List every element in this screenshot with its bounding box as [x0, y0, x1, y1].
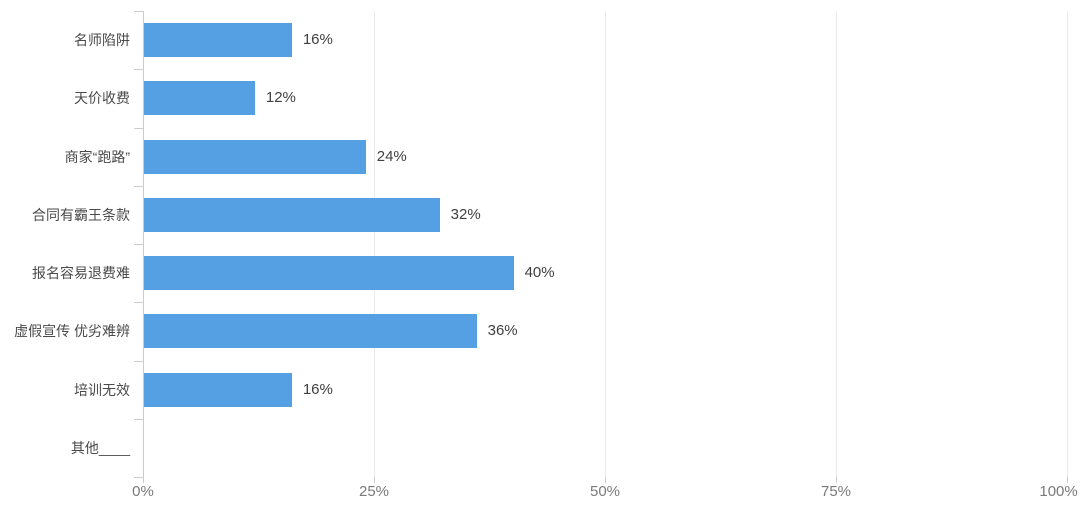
x-axis-tick-label: 50%	[589, 483, 621, 500]
gridline	[836, 11, 837, 477]
category-label: 其他____	[70, 439, 130, 456]
bar	[144, 81, 255, 116]
x-axis-tick	[1067, 477, 1068, 483]
bar	[144, 197, 440, 232]
bar	[144, 139, 366, 174]
bar	[144, 23, 292, 58]
y-axis-tick	[134, 477, 143, 478]
bar	[144, 314, 477, 349]
category-label: 合同有霸王条款	[32, 206, 130, 223]
value-label: 16%	[302, 380, 333, 398]
value-label: 40%	[524, 264, 555, 282]
x-axis-tick-label: 75%	[820, 483, 852, 500]
y-axis-tick	[134, 419, 143, 420]
category-label: 报名容易退费难	[32, 265, 130, 282]
value-label: 24%	[376, 147, 407, 165]
y-axis-tick	[134, 244, 143, 245]
x-axis-tick	[836, 477, 837, 483]
x-axis-tick-label: 0%	[132, 483, 154, 500]
value-label: 36%	[487, 322, 518, 340]
y-axis-tick	[134, 302, 143, 303]
y-axis-tick	[134, 11, 143, 12]
gridline	[1067, 11, 1068, 477]
x-axis-tick	[374, 477, 375, 483]
bar	[144, 372, 292, 407]
y-axis-tick	[134, 69, 143, 70]
gridline	[374, 11, 375, 477]
y-axis-line	[143, 11, 144, 477]
x-axis-tick-label: 25%	[358, 483, 390, 500]
y-axis-tick	[134, 186, 143, 187]
category-label: 名师陷阱	[74, 32, 130, 49]
category-label: 天价收费	[74, 90, 130, 107]
category-label: 商家“跑路”	[64, 148, 130, 165]
value-label: 32%	[450, 205, 481, 223]
category-label: 虚假宣传 优劣难辨	[14, 323, 130, 340]
plot-area: 16% 12% 24% 32% 40% 36% 16%	[134, 11, 1068, 483]
y-axis-tick	[134, 128, 143, 129]
value-label: 12%	[265, 89, 296, 107]
value-label: 16%	[302, 31, 333, 49]
bar	[144, 256, 514, 291]
x-axis-tick	[143, 477, 144, 483]
x-axis-tick	[605, 477, 606, 483]
category-label: 培训无效	[74, 381, 130, 398]
x-axis-tick-label: 100%	[1039, 483, 1078, 500]
y-axis-tick	[134, 361, 143, 362]
gridline	[605, 11, 606, 477]
